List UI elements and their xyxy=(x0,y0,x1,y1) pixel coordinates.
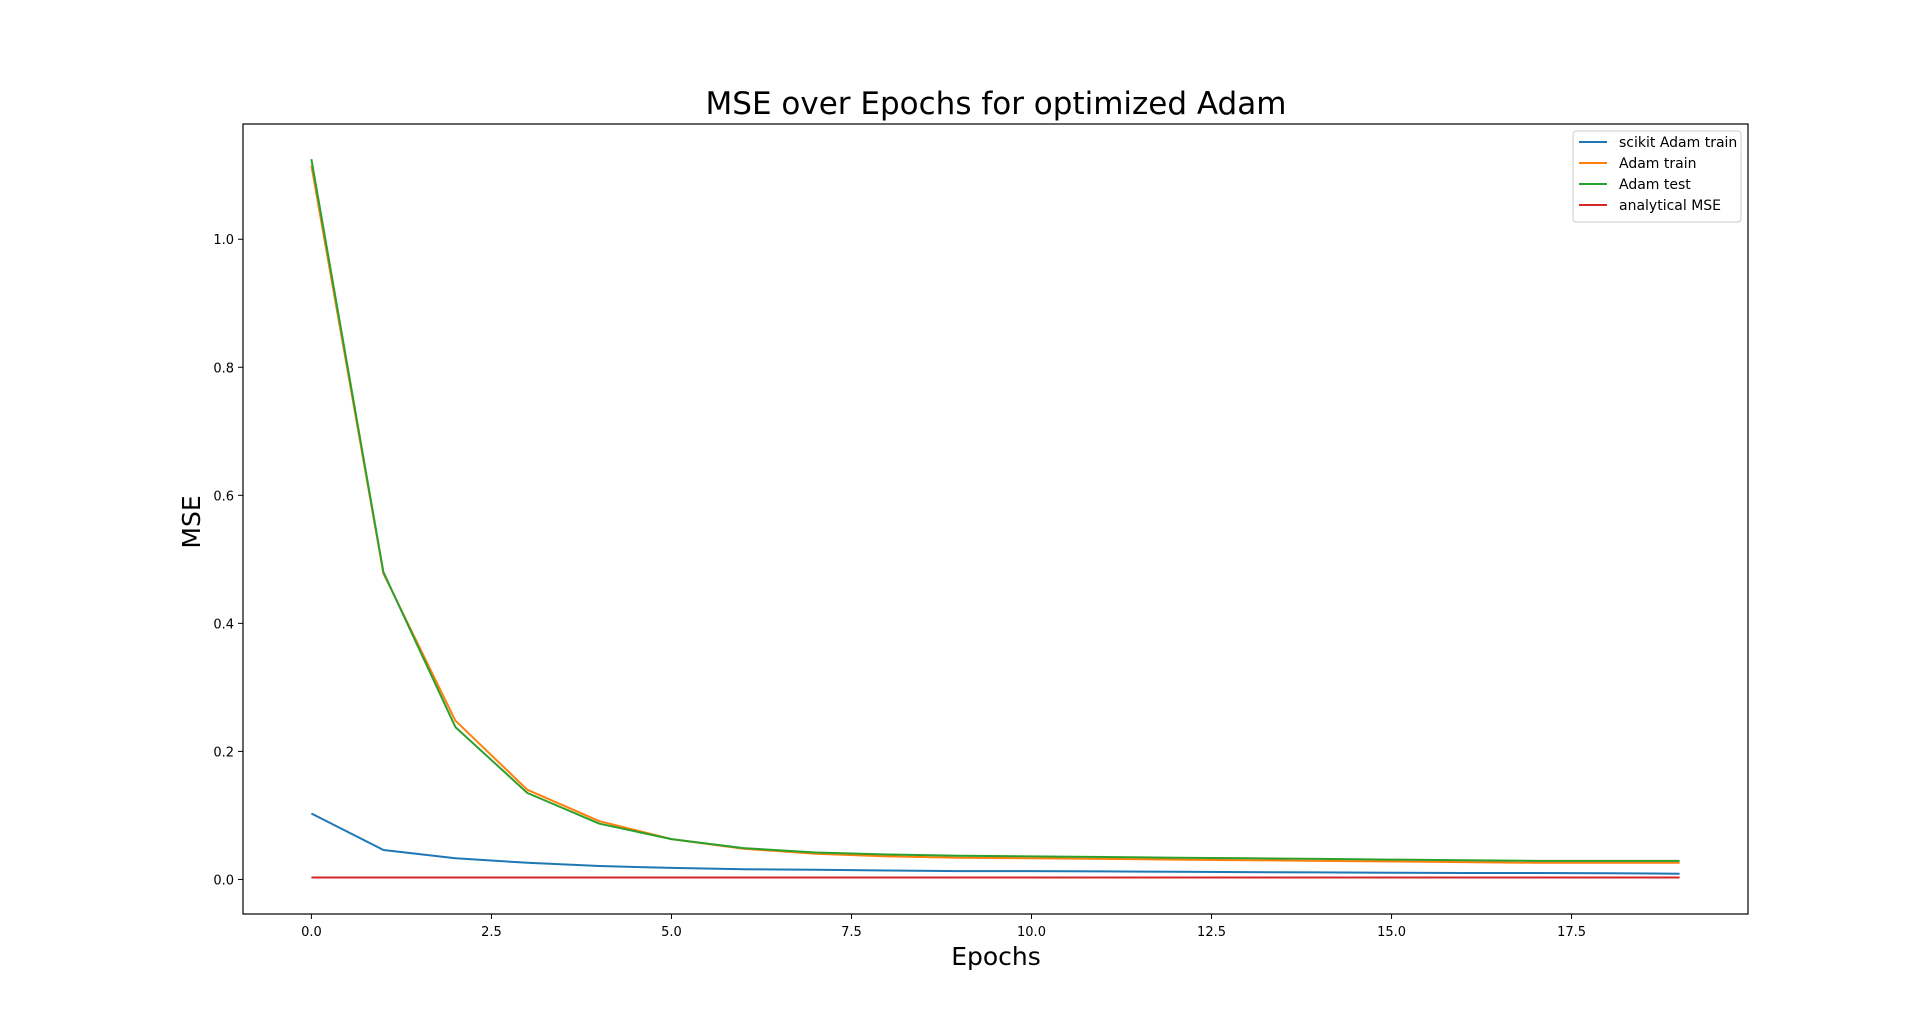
x-tick-label: 7.5 xyxy=(841,925,862,940)
y-tick-label: 1.0 xyxy=(213,233,234,248)
series-line-1 xyxy=(310,165,1680,864)
series-line-2 xyxy=(310,159,1680,862)
legend-label: Adam test xyxy=(1619,177,1691,193)
x-axis-label: Epochs xyxy=(951,942,1041,971)
x-tick-label: 12.5 xyxy=(1197,925,1226,940)
y-axis-label: MSE xyxy=(177,495,206,548)
axes-frame xyxy=(242,123,1749,915)
x-tick-label: 10.0 xyxy=(1017,925,1046,940)
x-tick-label: 2.5 xyxy=(481,925,502,940)
x-tick-label: 0.0 xyxy=(301,925,322,940)
legend-label: Adam train xyxy=(1619,156,1696,172)
legend: scikit Adam train Adam train Adam test anal… xyxy=(1572,130,1742,223)
legend-box xyxy=(1572,130,1742,223)
x-tick-label: 5.0 xyxy=(661,925,682,940)
x-tick-label: 15.0 xyxy=(1377,925,1406,940)
legend-label: analytical MSE xyxy=(1619,198,1721,214)
series-line-0 xyxy=(310,812,1680,875)
y-tick-label: 0.4 xyxy=(213,617,234,632)
y-tick-label: 0.2 xyxy=(213,745,234,760)
plot-area: 0.0 2.5 5.0 7.5 10.0 12.5 15.0 17.5 0.0 0.2 0.4 0.6… xyxy=(213,123,1749,940)
x-tick-label: 17.5 xyxy=(1557,925,1586,940)
legend-label: scikit Adam train xyxy=(1619,135,1737,151)
y-tick-label: 0.0 xyxy=(213,873,234,888)
chart-title: MSE over Epochs for optimized Adam xyxy=(706,86,1287,122)
y-tick-label: 0.8 xyxy=(213,361,234,376)
y-tick-label: 0.6 xyxy=(213,489,234,504)
